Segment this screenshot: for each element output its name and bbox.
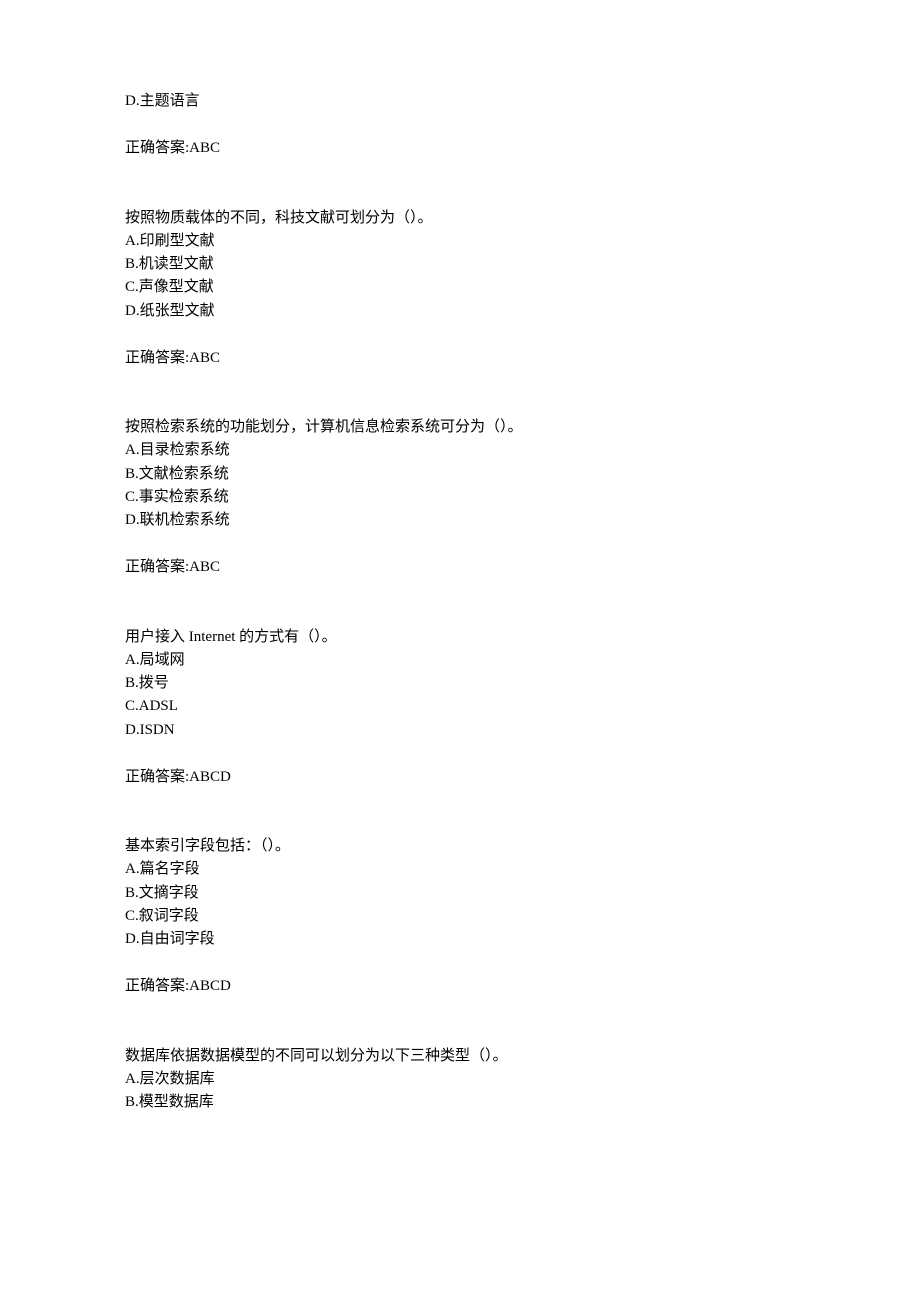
- answer-value: ABC: [189, 559, 220, 575]
- answer-prefix: 正确答案:: [125, 140, 189, 156]
- question-stem: 按照物质载体的不同，科技文献可划分为（）。: [125, 207, 795, 230]
- answer-prefix: 正确答案:: [125, 769, 189, 785]
- option-text: C.叙词字段: [125, 905, 795, 928]
- question-block-4: 基本索引字段包括：（）。 A.篇名字段 B.文摘字段 C.叙词字段 D.自由词字…: [125, 835, 795, 999]
- question-block-1: 按照物质载体的不同，科技文献可划分为（）。 A.印刷型文献 B.机读型文献 C.…: [125, 207, 795, 371]
- option-text: A.局域网: [125, 649, 795, 672]
- question-block-2: 按照检索系统的功能划分，计算机信息检索系统可分为（）。 A.目录检索系统 B.文…: [125, 416, 795, 580]
- option-text: C.声像型文献: [125, 276, 795, 299]
- question-stem: 按照检索系统的功能划分，计算机信息检索系统可分为（）。: [125, 416, 795, 439]
- answer-line: 正确答案:ABC: [125, 347, 795, 370]
- answer-value: ABCD: [189, 978, 231, 994]
- answer-value: ABC: [189, 350, 220, 366]
- answer-value: ABCD: [189, 769, 231, 785]
- question-block-3: 用户接入 Internet 的方式有（）。 A.局域网 B.拨号 C.ADSL …: [125, 626, 795, 790]
- option-text: A.目录检索系统: [125, 439, 795, 462]
- option-text: A.层次数据库: [125, 1068, 795, 1091]
- option-text: D.纸张型文献: [125, 300, 795, 323]
- answer-line: 正确答案:ABCD: [125, 766, 795, 789]
- option-text: B.文献检索系统: [125, 463, 795, 486]
- question-stem: 数据库依据数据模型的不同可以划分为以下三种类型（）。: [125, 1045, 795, 1068]
- option-text: B.拨号: [125, 672, 795, 695]
- answer-line: 正确答案:ABC: [125, 556, 795, 579]
- option-text: B.模型数据库: [125, 1091, 795, 1114]
- question-block-5: 数据库依据数据模型的不同可以划分为以下三种类型（）。 A.层次数据库 B.模型数…: [125, 1045, 795, 1115]
- answer-line: 正确答案:ABCD: [125, 975, 795, 998]
- option-text: D.主题语言: [125, 90, 795, 113]
- answer-line: 正确答案:ABC: [125, 137, 795, 160]
- option-text: B.文摘字段: [125, 882, 795, 905]
- question-stem: 基本索引字段包括：（）。: [125, 835, 795, 858]
- answer-prefix: 正确答案:: [125, 559, 189, 575]
- answer-prefix: 正确答案:: [125, 978, 189, 994]
- option-text: D.自由词字段: [125, 928, 795, 951]
- option-text: B.机读型文献: [125, 253, 795, 276]
- option-text: A.印刷型文献: [125, 230, 795, 253]
- answer-value: ABC: [189, 140, 220, 156]
- option-text: D.联机检索系统: [125, 509, 795, 532]
- answer-prefix: 正确答案:: [125, 350, 189, 366]
- question-block-0: D.主题语言 正确答案:ABC: [125, 90, 795, 161]
- option-text: C.事实检索系统: [125, 486, 795, 509]
- option-text: A.篇名字段: [125, 858, 795, 881]
- question-stem: 用户接入 Internet 的方式有（）。: [125, 626, 795, 649]
- option-text: D.ISDN: [125, 719, 795, 742]
- option-text: C.ADSL: [125, 695, 795, 718]
